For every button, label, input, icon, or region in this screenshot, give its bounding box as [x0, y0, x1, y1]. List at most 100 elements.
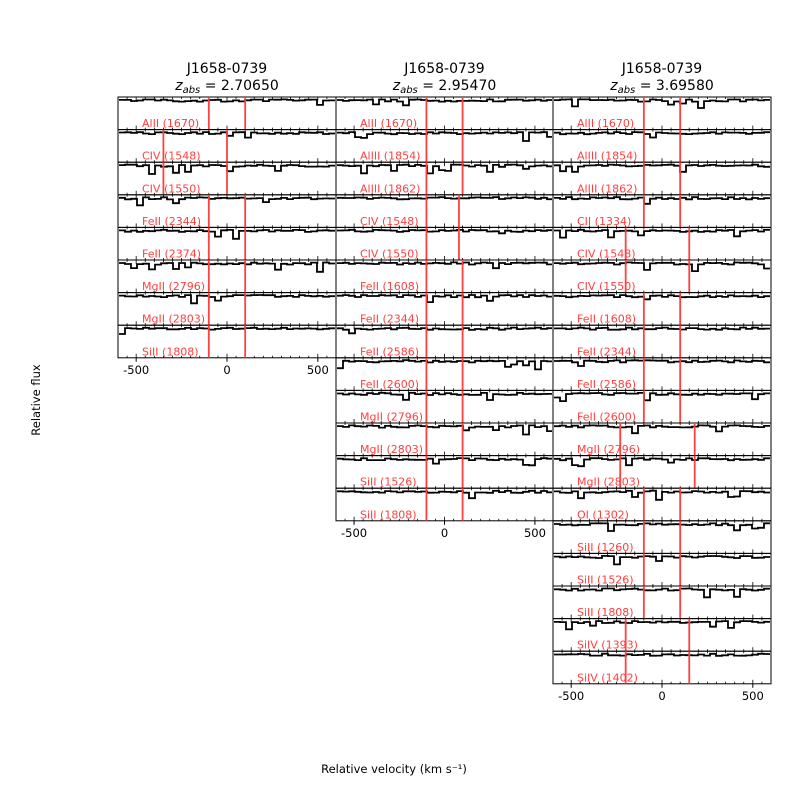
spectrum-panel: CIV (1548): [117, 129, 337, 163]
ion-label: CIV (1550): [360, 248, 419, 261]
spectrum-line: [554, 98, 770, 109]
ion-label: MgII (2796): [142, 280, 205, 293]
ion-label: SiIV (1393): [577, 639, 638, 652]
ion-label: SiIV (1402): [577, 671, 638, 684]
x-axis-label: Relative velocity (km s⁻¹): [321, 762, 467, 776]
spectrum-panel: AlII (1670): [117, 96, 337, 130]
spectrum-panel: SiII (1808): [552, 585, 772, 620]
x-tick-label: -500: [558, 689, 584, 703]
spectrum-line: [337, 131, 552, 142]
spectrum-panel: OI (1302): [552, 487, 772, 522]
spectrum-panel: SiII (1808): [117, 324, 337, 359]
ion-label: FeII (2586): [360, 345, 419, 358]
spectrum-panel: FeII (2344): [552, 324, 772, 359]
ion-label: AlIII (1862): [577, 182, 637, 195]
spectrum-panel: MgII (2803): [335, 422, 554, 456]
x-tick-label: -500: [341, 526, 367, 540]
ion-label: OI (1302): [577, 508, 629, 521]
spectrum-line: [337, 424, 552, 436]
spectrum-line: [554, 131, 770, 139]
spectrum-panel: CIV (1550): [552, 259, 772, 293]
ion-label: AlIII (1854): [360, 150, 420, 163]
spectrum-panel: AlII (1670): [552, 96, 772, 130]
y-axis-label: Relative flux: [29, 364, 43, 436]
spectrum-line: [554, 228, 770, 239]
ion-label: CIV (1550): [142, 182, 201, 195]
ion-label: MgII (2796): [360, 411, 423, 424]
spectrum-line: [119, 196, 335, 207]
spectrum-panel: FeII (2374): [117, 226, 337, 261]
spectrum-line: [337, 163, 552, 175]
spectrum-line: [119, 261, 335, 273]
ion-label: SiII (1808): [142, 345, 199, 358]
chart-subtitle: zabs = 2.70650: [174, 78, 279, 96]
ion-label: AlII (1670): [360, 117, 417, 130]
spectrum-line: [337, 98, 552, 107]
spectrum-panel: MgII (2803): [552, 455, 772, 489]
spectrum-line: [554, 587, 770, 599]
spectrum-panel: AlIII (1862): [552, 161, 772, 195]
spectrum-panel: FeII (2586): [335, 324, 554, 359]
x-tick-label: 0: [223, 363, 230, 377]
spectrum-panel: FeII (1608): [552, 292, 772, 326]
x-tick-label: 500: [307, 363, 329, 377]
spectrum-line: [554, 457, 770, 468]
spectrum-panel: CIV (1548): [335, 194, 554, 228]
ion-label: SiII (1526): [360, 476, 417, 489]
ion-label: FeII (2344): [577, 345, 636, 358]
ion-label: SiII (1526): [577, 574, 634, 587]
spectrum-panel: MgII (2796): [552, 422, 772, 456]
x-tick-label: 0: [658, 689, 665, 703]
spectrum-panel: FeII (1608): [335, 259, 554, 293]
spectrum-line: [554, 652, 770, 657]
x-tick-label: 500: [524, 526, 546, 540]
spectrum-panel: SiII (1526): [552, 552, 772, 587]
spectrum-line: [337, 457, 552, 467]
ion-label: FeII (2586): [577, 378, 636, 391]
x-tick-label: -500: [123, 363, 149, 377]
ion-label: MgII (2803): [142, 313, 205, 326]
spectrum-line: [554, 261, 770, 272]
ion-label: CIV (1548): [142, 150, 201, 163]
ion-label: SiII (1808): [577, 606, 634, 619]
spectrum-panel: SiIV (1393): [552, 618, 772, 652]
spectrum-panel: FeII (2600): [335, 357, 554, 391]
spectrum-line: [337, 196, 552, 201]
spectrum-panel: MgII (2796): [117, 259, 337, 293]
spectrum-panel: CII (1334): [552, 194, 772, 228]
spectrum-line: [554, 522, 770, 532]
spectrum-panel: AlII (1670): [335, 96, 554, 130]
x-tick-label: 0: [441, 526, 448, 540]
spectrum-line: [554, 620, 770, 631]
spectrum-panel: SiII (1808): [335, 487, 554, 522]
spectrum-line: [554, 196, 770, 205]
ion-label: FeII (2600): [360, 378, 419, 391]
ion-label: AlII (1670): [577, 117, 634, 130]
spectrum-panel: AlIII (1862): [335, 161, 554, 195]
ion-label: CIV (1548): [577, 248, 636, 261]
ion-label: FeII (1608): [360, 280, 419, 293]
ion-label: CIV (1548): [360, 215, 419, 228]
spectrum-line: [554, 424, 770, 435]
chart-subtitle: zabs = 2.95470: [392, 78, 497, 96]
spectrum-line: [337, 326, 552, 335]
ion-label: FeII (2344): [360, 313, 419, 326]
spectrum-panel: FeII (2344): [335, 292, 554, 326]
ion-label: MgII (2796): [577, 443, 640, 456]
spectrum-panel: MgII (2796): [335, 389, 554, 424]
spectrum-panel: FeII (2586): [552, 357, 772, 391]
ion-label: SiII (1260): [577, 541, 634, 554]
spectrum-line: [119, 228, 335, 240]
spectrum-line: [337, 489, 552, 500]
ion-label: SiII (1808): [360, 508, 417, 521]
spectrum-line: [554, 294, 770, 301]
spectrum-panel: FeII (2600): [552, 389, 772, 424]
spectrum-line: [554, 392, 770, 402]
spectrum-panel: CIV (1550): [117, 161, 337, 195]
x-tick-label: 500: [742, 689, 764, 703]
spectrum-line: [119, 326, 335, 335]
spectrum-line: [554, 489, 770, 501]
ion-label: CIV (1550): [577, 280, 636, 293]
